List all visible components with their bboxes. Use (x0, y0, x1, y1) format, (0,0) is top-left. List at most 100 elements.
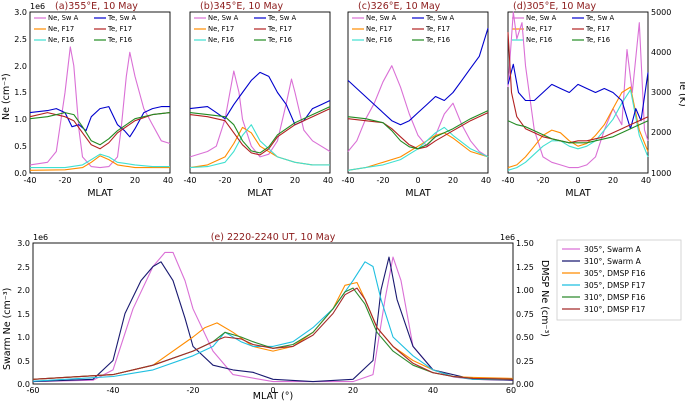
series-line-ne-f16 (507, 89, 649, 171)
panel-a-legend: Ne, Sw A Te, Sw A Ne, F17 Te, F17 Ne, F1… (34, 14, 137, 44)
x-tick: 40 (163, 176, 173, 185)
legend-label: Te, F16 (107, 36, 132, 44)
y2-tick: 0.25 (516, 357, 534, 366)
x-tick: 0 (575, 176, 580, 185)
y-tick: 2.5 (14, 35, 27, 44)
panel-b-frame (189, 11, 331, 174)
y2-tick: 4000 (651, 48, 671, 57)
x-tick: 20 (290, 176, 300, 185)
panel-d-frame (507, 11, 649, 174)
panel-c-title: (c)326°E, 10 May (358, 1, 441, 12)
series-line-305-dmsp-f16 (32, 281, 514, 380)
y2-tick: 5000 (651, 8, 671, 17)
legend-label: 310°, DMSP F17 (584, 305, 646, 314)
legend-label: Ne, F16 (208, 36, 234, 44)
series-line-310-swarm-a (32, 256, 514, 383)
panel-d-xlabel: MLAT (565, 188, 590, 199)
y2-tick: 0.50 (516, 333, 534, 342)
panel-a-xlabel: MLAT (87, 188, 112, 199)
panel-e-frame (32, 242, 514, 385)
y-tick: 0.5 (14, 142, 27, 151)
y-tick: 1.5 (17, 310, 30, 319)
panel-b-legend: Ne, Sw A Te, Sw A Ne, F17 Te, F17 Ne, F1… (194, 14, 297, 44)
panel-e-xlabel: MLAT (°) (253, 391, 293, 402)
series-line-ne-f16 (30, 153, 170, 169)
legend-box (556, 239, 682, 321)
legend-label: Te, F17 (107, 25, 132, 33)
series-line-te-f16 (507, 120, 649, 144)
series-line-te-sw-a (347, 27, 489, 126)
y-tick: 2.0 (14, 62, 27, 71)
legend-label: Te, Sw A (267, 14, 297, 22)
y2-tick: 2000 (651, 128, 671, 137)
panel-e-xticks: -60 -40 -20 0 20 40 60 (26, 386, 516, 395)
x-tick: -20 (218, 176, 231, 185)
panel-e-title: (e) 2220-2240 UT, 10 May (211, 232, 336, 243)
series-line-ne-f17 (507, 86, 649, 169)
panel-a-title: (a)355°E, 10 May (55, 1, 138, 12)
y-tick: 0.0 (14, 169, 27, 178)
x-tick: 40 (323, 176, 333, 185)
y-tick: 1.0 (17, 333, 30, 342)
series-line-te-sw-a (29, 106, 170, 138)
series-line-te-f16 (189, 106, 331, 154)
x-tick: 0 (97, 176, 102, 185)
series-line-ne-f16 (189, 124, 330, 169)
legend-label: Ne, F17 (526, 25, 552, 33)
panel-e-yscale: 1e6 (33, 233, 48, 242)
x-tick: 0 (415, 176, 420, 185)
x-tick: -40 (341, 176, 354, 185)
panel-b-xlabel: MLAT (247, 188, 272, 199)
x-tick: 40 (481, 176, 491, 185)
y2-tick: 1000 (651, 169, 671, 178)
legend-label: Ne, F16 (366, 36, 392, 44)
panel-a-frame (29, 11, 171, 174)
y-tick: 3.0 (17, 239, 30, 248)
panel-d-y2ticks: 1000 2000 3000 4000 5000 (651, 8, 671, 178)
panel-d-legend: Ne, Sw A Te, Sw A Ne, F17 Te, F17 Ne, F1… (512, 14, 615, 44)
legend-label: Ne, Sw A (366, 14, 397, 22)
legend-label: Te, F16 (585, 36, 610, 44)
legend-label: Ne, F17 (366, 25, 392, 33)
legend-label: Ne, F17 (208, 25, 234, 33)
y-tick: 0.5 (17, 357, 30, 366)
legend-label: 305°, DMSP F16 (584, 269, 646, 278)
x-tick: -20 (536, 176, 549, 185)
y-tick: 2.5 (17, 263, 30, 272)
x-tick: -20 (376, 176, 389, 185)
legend-label: Ne, Sw A (208, 14, 239, 22)
series-line-te-sw-a (507, 63, 649, 130)
legend-label: 310°, Swarm A (584, 257, 642, 266)
legend-label: Te, F16 (267, 36, 292, 44)
legend-label: Te, F17 (585, 25, 610, 33)
series-line-310-dmsp-f17 (32, 287, 514, 380)
legend-label: Ne, F16 (48, 36, 74, 44)
x-tick: 0 (257, 176, 262, 185)
legend-label: Ne, F16 (526, 36, 552, 44)
series-line-ne-f17 (347, 132, 489, 171)
series-line-ne-sw-a (189, 70, 331, 158)
x-tick: -20 (186, 386, 199, 395)
series-line-te-f16 (29, 112, 171, 146)
series-line-305-dmsp-f17 (32, 261, 513, 382)
x-tick: 20 (130, 176, 140, 185)
legend-label: Ne, Sw A (526, 14, 557, 22)
y-tick: 0.0 (17, 380, 30, 389)
series-line-ne-sw-a (29, 46, 171, 169)
panel-d-y2label: Te (K) (677, 79, 685, 107)
x-tick: -40 (501, 176, 514, 185)
panel-d-xticks: -40 -20 0 20 40 (501, 176, 651, 185)
y2-tick: 1.50 (516, 239, 534, 248)
panel-b-title: (b)345°E, 10 May (200, 1, 283, 12)
panel-b-xticks: -40 -20 0 20 40 (183, 176, 333, 185)
legend-label: Te, F17 (267, 25, 292, 33)
y2-tick: 0.75 (516, 310, 534, 319)
series-line-te-f17 (189, 108, 331, 156)
legend-label: Te, Sw A (585, 14, 615, 22)
x-tick: 0 (270, 386, 275, 395)
panel-a-xticks: -40 -20 0 20 40 (23, 176, 173, 185)
series-line-te-f17 (347, 112, 489, 150)
panel-e-ylabel: Swarm Ne (cm⁻³) (2, 288, 13, 370)
panel-e-y2label: DMSP Ne (cm⁻³) (539, 260, 550, 337)
